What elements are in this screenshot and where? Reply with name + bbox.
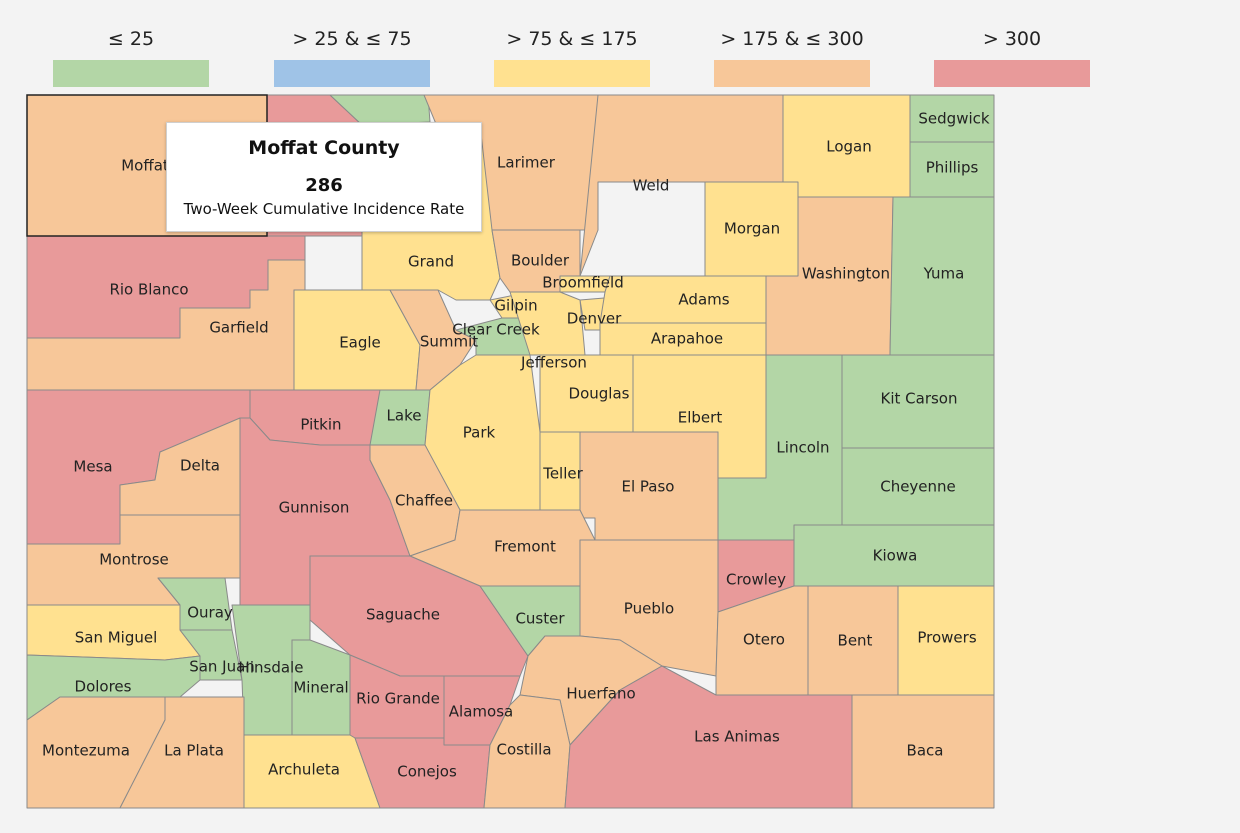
county-label-saguache: Saguache xyxy=(366,606,440,624)
county-la-plata[interactable] xyxy=(119,696,245,809)
county-label-ouray: Ouray xyxy=(187,604,233,622)
legend-item-le25: ≤ 25 xyxy=(53,28,209,87)
county-label-fremont: Fremont xyxy=(494,538,556,556)
county-label-montrose: Montrose xyxy=(99,551,169,569)
tooltip-metric: Two-Week Cumulative Incidence Rate xyxy=(183,200,465,218)
county-label-san-miguel: San Miguel xyxy=(75,629,158,647)
county-label-crowley: Crowley xyxy=(726,571,786,589)
county-label-mesa: Mesa xyxy=(73,458,112,476)
county-label-dolores: Dolores xyxy=(75,678,132,696)
county-label-baca: Baca xyxy=(907,742,944,760)
county-label-jefferson: Jefferson xyxy=(520,354,587,372)
county-label-yuma: Yuma xyxy=(923,265,965,283)
legend-swatch xyxy=(274,60,430,87)
county-label-phillips: Phillips xyxy=(926,159,979,177)
county-label-gilpin: Gilpin xyxy=(494,297,537,315)
county-label-pitkin: Pitkin xyxy=(300,416,341,434)
tooltip-value: 286 xyxy=(305,175,343,196)
county-label-morgan: Morgan xyxy=(724,220,780,238)
county-label-weld: Weld xyxy=(633,177,670,195)
county-label-boulder: Boulder xyxy=(511,252,570,270)
county-label-conejos: Conejos xyxy=(397,763,457,781)
county-label-prowers: Prowers xyxy=(917,629,976,647)
county-label-chaffee: Chaffee xyxy=(395,492,453,510)
county-label-sedgwick: Sedgwick xyxy=(918,110,989,128)
county-label-larimer: Larimer xyxy=(497,154,556,172)
county-label-rio-grande: Rio Grande xyxy=(356,690,440,708)
legend-swatch xyxy=(714,60,870,87)
county-label-washington: Washington xyxy=(802,265,890,283)
county-label-gunnison: Gunnison xyxy=(279,499,350,517)
county-label-custer: Custer xyxy=(515,610,565,628)
county-label-broomfield: Broomfield xyxy=(542,274,623,292)
county-baca[interactable] xyxy=(851,694,995,809)
county-label-cheyenne: Cheyenne xyxy=(880,478,956,496)
county-label-summit: Summit xyxy=(420,333,478,351)
legend-item-175-300: > 175 & ≤ 300 xyxy=(714,28,870,87)
county-label-park: Park xyxy=(463,424,496,442)
county-label-teller: Teller xyxy=(542,465,583,483)
county-label-logan: Logan xyxy=(826,138,872,156)
legend-label: > 25 & ≤ 75 xyxy=(292,28,412,50)
county-label-otero: Otero xyxy=(743,631,785,649)
county-label-grand: Grand xyxy=(408,253,454,271)
county-san-juan[interactable] xyxy=(179,629,243,681)
county-label-denver: Denver xyxy=(567,310,622,328)
county-label-huerfano: Huerfano xyxy=(566,685,635,703)
county-label-san-juan: San Juan xyxy=(189,658,255,676)
county-label-delta: Delta xyxy=(180,457,220,475)
county-tooltip: Moffat County 286 Two-Week Cumulative In… xyxy=(166,122,482,232)
county-label-lake: Lake xyxy=(387,407,422,425)
county-label-eagle: Eagle xyxy=(339,334,381,352)
county-label-alamosa: Alamosa xyxy=(449,703,513,721)
county-label-montezuma: Montezuma xyxy=(42,742,130,760)
county-label-las-animas: Las Animas xyxy=(694,728,780,746)
county-label-bent: Bent xyxy=(838,632,873,650)
county-label-clear-creek: Clear Creek xyxy=(452,321,540,339)
county-label-la-plata: La Plata xyxy=(164,742,224,760)
legend-swatch xyxy=(494,60,650,87)
county-label-arapahoe: Arapahoe xyxy=(651,330,723,348)
legend-item-75-175: > 75 & ≤ 175 xyxy=(494,28,650,87)
county-label-adams: Adams xyxy=(678,291,729,309)
county-las-animas[interactable] xyxy=(564,665,853,809)
legend-label: ≤ 25 xyxy=(107,28,155,50)
legend-label: > 300 xyxy=(982,28,1042,50)
county-label-el-paso: El Paso xyxy=(622,478,675,496)
county-label-hinsdale: Hinsdale xyxy=(239,659,304,677)
legend-label: > 175 & ≤ 300 xyxy=(720,28,864,50)
county-label-douglas: Douglas xyxy=(569,385,630,403)
county-label-lincoln: Lincoln xyxy=(776,439,829,457)
county-label-kit-carson: Kit Carson xyxy=(881,390,958,408)
legend-label: > 75 & ≤ 175 xyxy=(506,28,638,50)
county-label-moffat: Moffat xyxy=(121,157,169,175)
county-label-archuleta: Archuleta xyxy=(268,761,340,779)
legend-item-gt300: > 300 xyxy=(934,28,1090,87)
legend-item-25-75: > 25 & ≤ 75 xyxy=(274,28,430,87)
county-label-elbert: Elbert xyxy=(678,409,723,427)
county-label-costilla: Costilla xyxy=(496,741,551,759)
county-costilla[interactable] xyxy=(483,694,571,809)
county-label-mineral: Mineral xyxy=(293,679,348,697)
tooltip-county-name: Moffat County xyxy=(248,137,400,159)
legend-swatch xyxy=(53,60,209,87)
county-label-pueblo: Pueblo xyxy=(624,600,674,618)
county-label-kiowa: Kiowa xyxy=(873,547,918,565)
legend-swatch xyxy=(934,60,1090,87)
county-label-rio-blanco: Rio Blanco xyxy=(109,281,188,299)
county-label-garfield: Garfield xyxy=(209,319,268,337)
